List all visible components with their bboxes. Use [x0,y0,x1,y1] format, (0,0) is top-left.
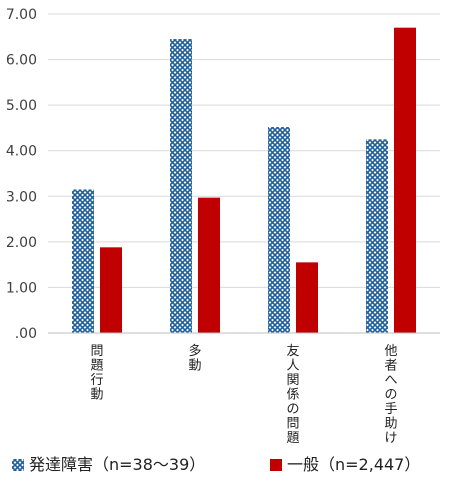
y-tick-label: 3.00 [6,189,37,205]
y-axis-ticks: .00 1.00 2.00 3.00 4.00 5.00 6.00 7.00 [6,7,37,342]
bar-hattatsu-2 [170,39,192,334]
category-label: 友人関係の問題 [286,343,299,446]
legend: 発達障害（n=38〜39） 一般（n=2,447） [12,455,420,474]
legend-label: 発達障害（n=38〜39） [29,455,205,474]
y-tick-label: .00 [15,326,37,342]
legend-label: 一般（n=2,447） [287,455,420,474]
bar-hattatsu-3 [268,127,290,333]
y-tick-label: 5.00 [6,98,37,114]
category-label: 問題行動 [90,344,103,403]
legend-swatch [12,459,24,471]
bar-ippan-2 [198,197,220,333]
y-tick-label: 7.00 [6,7,37,23]
y-tick-label: 2.00 [6,235,37,251]
bar-ippan-3 [296,262,318,333]
category-label: 他者への手助け [384,344,397,446]
y-tick-label: 4.00 [6,144,37,160]
y-tick-label: 6.00 [6,53,37,69]
bar-ippan-4 [394,27,416,334]
category-label: 多動 [188,343,201,374]
category-labels: 問題行動 多動 友人関係の問題 他者への手助け [90,343,397,446]
bar-hattatsu-4 [366,139,388,333]
bars [72,27,416,334]
bar-ippan-1 [100,247,122,333]
gridlines [48,13,440,288]
legend-swatch [270,459,282,471]
bar-hattatsu-1 [72,189,94,333]
y-tick-label: 1.00 [6,280,37,296]
